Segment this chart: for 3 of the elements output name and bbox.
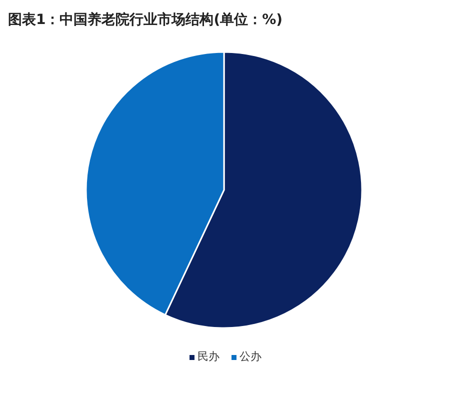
legend-label: 公办 bbox=[240, 350, 262, 363]
chart-title: 图表1：中国养老院行业市场结构(单位：%) bbox=[8, 11, 283, 28]
legend-label: 民办 bbox=[198, 350, 220, 363]
